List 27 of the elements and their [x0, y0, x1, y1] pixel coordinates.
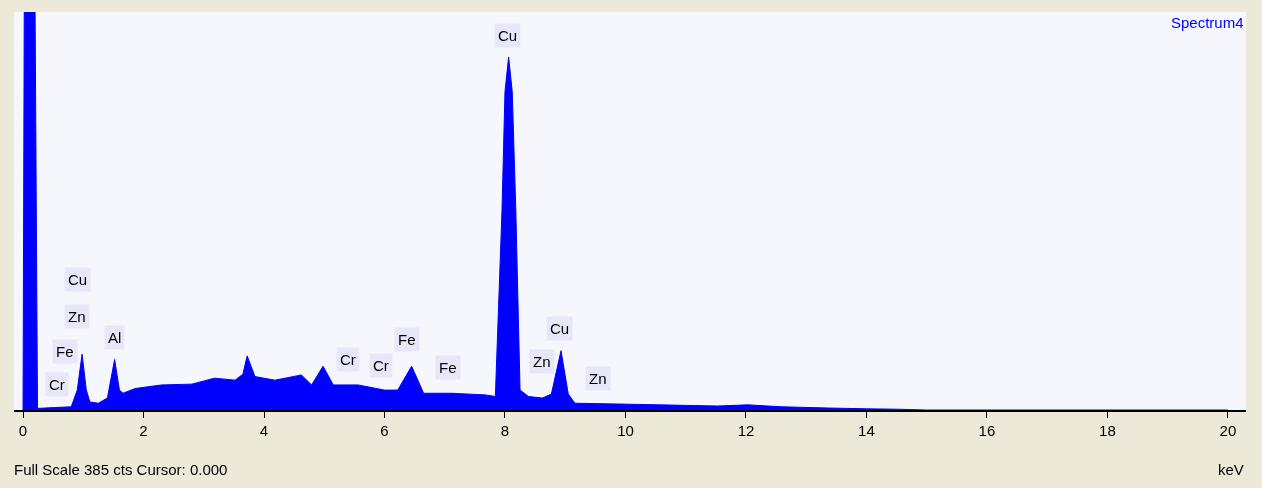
x-tick-label: 12 — [737, 422, 755, 439]
x-tick-label: 16 — [978, 422, 996, 439]
annotation: Zn — [533, 353, 551, 370]
x-tick-label: 18 — [1099, 422, 1116, 439]
x-axis-title: keV — [1218, 461, 1244, 478]
annotation: Al — [108, 329, 122, 346]
annotation: Fe — [56, 343, 74, 360]
text: Full Scale 385 cts Cursor: 0.000 — [14, 461, 228, 478]
x-tick-label: 6 — [380, 422, 389, 439]
annotation: Fe — [398, 331, 416, 348]
x-tick-label: 8 — [500, 422, 510, 439]
annotation: Zn — [589, 370, 607, 387]
annotation: Cr — [373, 357, 389, 374]
x-tick-label: 2 — [139, 422, 148, 439]
annotation: Zn — [68, 308, 86, 325]
annotation: Cu — [498, 27, 518, 44]
annotation: Fe — [439, 359, 457, 376]
x-tick-label: 14 — [858, 422, 875, 439]
annotation: Cr — [340, 351, 356, 368]
x-tick-label: 20 — [1219, 422, 1237, 439]
annotation: Spectrum4 — [1171, 14, 1244, 31]
annotation: Cu — [550, 320, 570, 337]
x-tick-label: 0 — [18, 422, 28, 439]
x-tick-label: 10 — [617, 422, 634, 439]
x-tick-label: 4 — [259, 422, 269, 439]
annotation: Cr — [49, 376, 65, 393]
annotation: Cu — [68, 271, 88, 288]
